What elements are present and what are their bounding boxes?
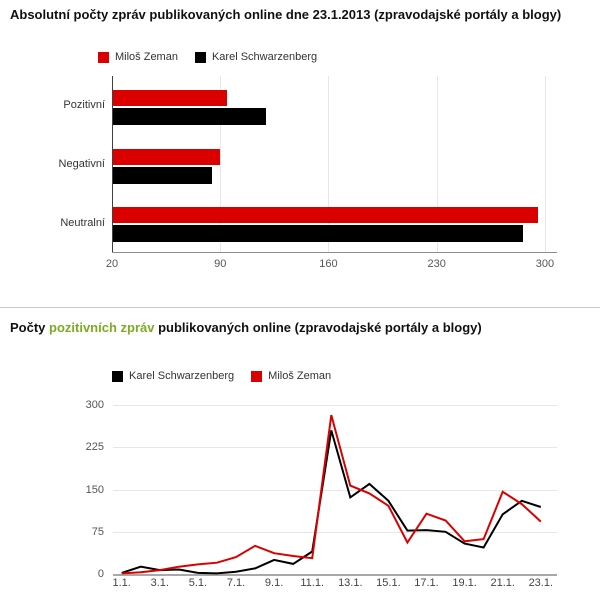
bar-milo-zeman-pozitivn[interactable] (113, 90, 228, 106)
y-tick-label-225: 225 (85, 441, 104, 454)
y-tick-label-75: 75 (91, 525, 104, 538)
x-tick-label-9-1: 9.1. (264, 577, 284, 589)
legend-swatch-karel-schwarzenberg (112, 370, 123, 382)
bar-chart-legend: Miloš Zeman Karel Schwarzenberg (98, 51, 317, 63)
x-tick-label-90: 90 (214, 258, 227, 270)
gridline-90 (220, 76, 222, 252)
section-divider (0, 307, 600, 308)
series-line-karel-schwarzenberg[interactable] (121, 430, 542, 575)
x-tick-label-300: 300 (535, 258, 555, 270)
legend-item-milos-zeman: Miloš Zeman (98, 51, 178, 63)
bar-karel-schwarzenberg-negativn[interactable] (113, 166, 212, 184)
y-tick-label-150: 150 (85, 483, 104, 496)
line-chart-title-prefix: Počty (10, 320, 50, 335)
x-tick-label-19-1: 19.1. (452, 577, 477, 589)
bar-chart-title: Absolutní počty zpráv publikovaných onli… (10, 7, 562, 22)
x-tick-label-20: 20 (105, 258, 119, 270)
gridline-225 (113, 447, 557, 449)
line-chart-title-highlight: pozitivních zpráv (49, 320, 155, 335)
line-chart-title-suffix: publikovaných online (zpravodajské portá… (154, 320, 482, 335)
legend-label-milos-zeman: Miloš Zeman (115, 51, 178, 63)
legend-swatch-milos-zeman (251, 370, 263, 382)
line-chart-title: Počty pozitivních zpráv publikovaných on… (10, 320, 482, 335)
gridline-0 (113, 574, 557, 576)
legend-label-karel-schwarzenberg: Karel Schwarzenberg (211, 51, 318, 63)
legend-swatch-milos-zeman (98, 51, 109, 63)
legend-item-karel-schwarzenberg: Karel Schwarzenberg (112, 370, 234, 382)
legend-item-karel-schwarzenberg: Karel Schwarzenberg (194, 51, 318, 63)
series-line-milo-zeman[interactable] (121, 414, 542, 575)
x-tick-label-11-1: 11.1. (300, 577, 325, 589)
x-tick-label-23-1: 23.1. (528, 577, 554, 589)
line-chart-plot-area: 0 75 150 225 300 1.1. 3.1. 5.1. 7.1. 9.1. 11.1. 13.… (0, 395, 600, 597)
x-tick-label-160: 160 (319, 258, 338, 270)
legend-label-milos-zeman: Miloš Zeman (268, 370, 332, 382)
x-tick-label-3-1: 3.1. (150, 577, 169, 589)
y-tick-label-300: 300 (85, 399, 104, 411)
x-tick-label-13-1: 13.1. (338, 577, 363, 589)
x-tick-label-15-1: 15.1. (376, 577, 401, 589)
x-tick-label-7-1: 7.1. (226, 577, 246, 589)
gridline-300 (113, 405, 557, 406)
x-tick-label-17-1: 17.1. (414, 577, 439, 589)
legend-label-karel-schwarzenberg: Karel Schwarzenberg (129, 370, 235, 382)
legend-item-milos-zeman: Miloš Zeman (251, 370, 331, 382)
line-chart-legend: Karel Schwarzenberg Miloš Zeman (112, 370, 331, 382)
category-label-negativn: Negativní (58, 158, 105, 170)
line-chart-series-canvas (121, 414, 542, 575)
x-tick-label-230: 230 (427, 258, 446, 270)
gridline-300 (544, 76, 546, 252)
y-tick-label-0: 0 (97, 568, 104, 580)
bar-karel-schwarzenberg-neutraln[interactable] (113, 225, 523, 243)
gridline-160 (328, 76, 330, 252)
gridline-75 (113, 531, 557, 533)
bar-milo-zeman-negativn[interactable] (113, 148, 220, 165)
bar-milo-zeman-neutraln[interactable] (113, 207, 539, 224)
x-tick-label-1-1: 1.1. (112, 577, 131, 589)
gridline-230 (436, 76, 438, 252)
category-label-neutraln: Neutralní (60, 216, 105, 229)
gridline-20 (112, 76, 113, 252)
gridline-150 (113, 489, 557, 491)
legend-swatch-karel-schwarzenberg (194, 51, 206, 63)
bar-chart-plot-area (112, 76, 557, 253)
category-label-pozitivn: Pozitivní (63, 99, 105, 112)
x-tick-label-5-1: 5.1. (188, 577, 208, 589)
bar-karel-schwarzenberg-pozitivn[interactable] (113, 108, 267, 125)
x-tick-label-21-1: 21.1. (490, 577, 515, 589)
